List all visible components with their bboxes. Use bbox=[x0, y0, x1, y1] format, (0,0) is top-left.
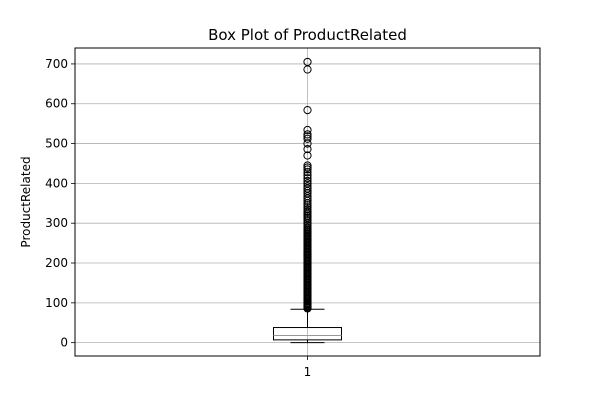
outlier-point bbox=[303, 207, 312, 216]
outlier-point bbox=[303, 57, 312, 67]
outlier-point bbox=[303, 161, 312, 170]
y-tick-label: 100 bbox=[45, 296, 68, 310]
y-tick-label: 400 bbox=[45, 176, 68, 190]
axis-ticks: 0 100 200 300 400 500 600 700 1 bbox=[45, 57, 311, 379]
box-plot-layer bbox=[273, 57, 342, 344]
outlier-point bbox=[303, 130, 312, 139]
x-tick-label: 1 bbox=[304, 365, 312, 379]
outlier-point bbox=[303, 163, 312, 172]
y-axis-label: ProductRelated bbox=[19, 156, 33, 247]
outlier-point bbox=[303, 151, 312, 160]
outlier-point bbox=[303, 132, 312, 141]
outlier-point bbox=[303, 223, 312, 232]
outlier-point bbox=[303, 125, 312, 135]
outlier-point bbox=[303, 165, 312, 174]
y-tick-label: 300 bbox=[45, 216, 68, 230]
outlier-point bbox=[303, 134, 312, 143]
outlier-point bbox=[303, 179, 312, 188]
y-tick-label: 200 bbox=[45, 256, 68, 270]
iqr-box bbox=[273, 327, 342, 341]
outlier-point bbox=[303, 171, 312, 180]
outlier-point bbox=[303, 174, 312, 183]
chart-title: Box Plot of ProductRelated bbox=[208, 26, 407, 44]
outlier-point bbox=[303, 145, 312, 154]
y-tick-label: 600 bbox=[45, 97, 68, 111]
outlier-point bbox=[303, 176, 312, 186]
y-tick-label: 500 bbox=[45, 137, 68, 151]
y-tick-label: 700 bbox=[45, 57, 68, 71]
plot-frame bbox=[74, 47, 541, 357]
outlier-point bbox=[303, 203, 312, 212]
outlier-point bbox=[303, 205, 312, 214]
y-tick-label: 0 bbox=[60, 336, 68, 350]
outlier-point bbox=[303, 106, 312, 115]
outlier-point bbox=[303, 182, 312, 191]
